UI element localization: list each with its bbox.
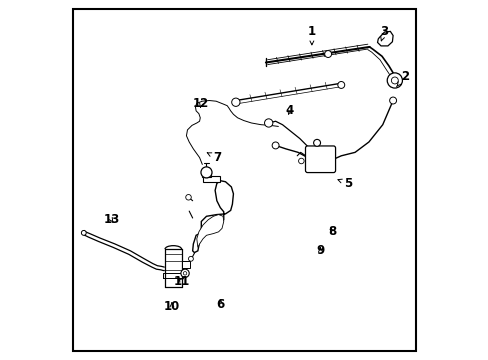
Circle shape xyxy=(389,97,396,104)
FancyBboxPatch shape xyxy=(305,146,335,172)
Text: 8: 8 xyxy=(328,225,336,238)
Polygon shape xyxy=(377,31,392,46)
Bar xyxy=(203,176,220,182)
Circle shape xyxy=(324,50,331,58)
Text: 5: 5 xyxy=(337,177,351,190)
Text: 2: 2 xyxy=(396,70,408,87)
Circle shape xyxy=(298,158,304,164)
Text: 9: 9 xyxy=(316,244,324,257)
Text: 1: 1 xyxy=(307,25,315,45)
Text: 10: 10 xyxy=(163,300,180,312)
Circle shape xyxy=(386,73,402,88)
Text: 12: 12 xyxy=(193,98,209,111)
Circle shape xyxy=(81,230,86,235)
Circle shape xyxy=(201,167,212,178)
Polygon shape xyxy=(196,215,224,247)
Circle shape xyxy=(188,256,193,261)
Text: 6: 6 xyxy=(216,298,224,311)
Text: 4: 4 xyxy=(285,104,293,117)
Circle shape xyxy=(337,81,344,89)
Text: 7: 7 xyxy=(207,151,221,164)
Text: 11: 11 xyxy=(174,275,190,288)
Bar xyxy=(202,172,210,176)
Circle shape xyxy=(272,142,279,149)
Text: 13: 13 xyxy=(103,213,120,226)
Circle shape xyxy=(185,194,191,200)
Circle shape xyxy=(231,98,240,107)
Circle shape xyxy=(264,119,272,127)
Bar xyxy=(181,261,190,268)
Text: 3: 3 xyxy=(380,25,388,41)
Polygon shape xyxy=(192,181,233,253)
Circle shape xyxy=(181,269,189,278)
Circle shape xyxy=(313,139,320,146)
